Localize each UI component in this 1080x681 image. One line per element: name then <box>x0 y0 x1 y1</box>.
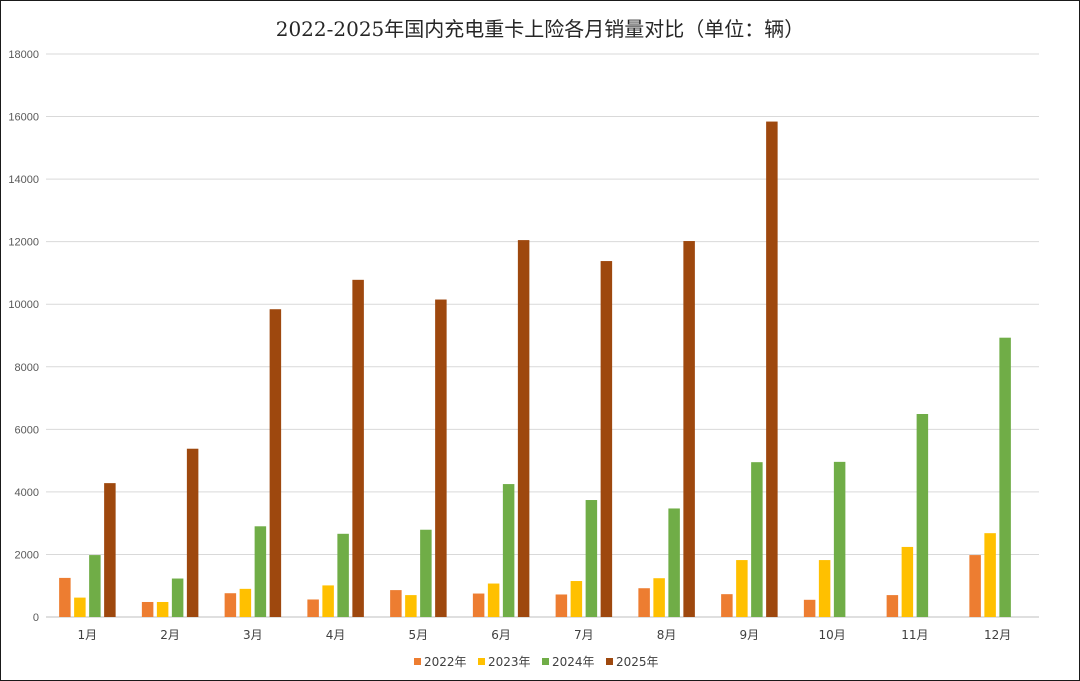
legend: 2022年 2023年 2024年 2025年 <box>414 655 659 669</box>
bar-2023年-3月 <box>239 588 252 617</box>
x-category-label: 11月 <box>901 628 928 642</box>
bar-2025年-9月 <box>766 121 778 617</box>
bar-2022年-8月 <box>638 588 650 617</box>
legend-item: 2023年 <box>478 655 531 669</box>
bars <box>59 121 1011 617</box>
x-category-label: 7月 <box>574 628 594 642</box>
bar-2025年-2月 <box>186 448 199 617</box>
bar-2022年-10月 <box>803 599 816 617</box>
bar-2022年-7月 <box>555 594 568 617</box>
bar-2025年-4月 <box>352 279 364 617</box>
y-tick-label: 10000 <box>8 299 39 311</box>
legend-item: 2024年 <box>542 655 595 669</box>
y-tick-label: 0 <box>33 612 39 624</box>
y-axis-tick-labels: 0 2000 4000 6000 8000 10000 12000 14000 16000 180… <box>8 49 39 624</box>
y-tick-label: 2000 <box>15 549 39 561</box>
bar-2024年-7月 <box>585 500 598 617</box>
bar-2024年-12月 <box>999 337 1011 617</box>
bar-2023年-5月 <box>405 595 417 617</box>
bar-2025年-8月 <box>683 241 695 617</box>
bar-2025年-6月 <box>517 240 530 617</box>
bar-2023年-11月 <box>901 546 914 617</box>
bar-2023年-4月 <box>322 585 334 617</box>
x-category-label: 8月 <box>657 628 677 642</box>
bar-2022年-2月 <box>141 601 154 617</box>
x-category-label: 2月 <box>160 628 180 642</box>
bar-2022年-3月 <box>224 593 237 617</box>
gridlines <box>46 53 1039 618</box>
bar-2022年-6月 <box>472 593 485 617</box>
bar-2024年-4月 <box>337 533 349 617</box>
bar-2024年-2月 <box>171 578 184 617</box>
chart-title: 2022-2025年国内充电重卡上险各月销量对比（单位：辆） <box>276 17 805 41</box>
bar-2024年-8月 <box>668 508 680 617</box>
bar-2024年-10月 <box>833 461 846 617</box>
bar-2025年-7月 <box>600 261 613 617</box>
bar-2023年-10月 <box>818 560 831 617</box>
legend-swatch <box>606 658 613 665</box>
bar-2024年-3月 <box>254 526 267 617</box>
y-tick-label: 6000 <box>15 424 39 436</box>
bar-2022年-4月 <box>307 599 319 617</box>
bar-2023年-7月 <box>570 581 583 617</box>
y-tick-label: 18000 <box>8 49 39 61</box>
bar-2022年-1月 <box>59 577 71 617</box>
bar-2024年-11月 <box>916 414 929 617</box>
legend-swatch <box>478 658 485 665</box>
legend-label: 2024年 <box>552 655 595 669</box>
x-category-label: 1月 <box>78 628 98 642</box>
y-tick-label: 12000 <box>8 237 39 249</box>
bar-2022年-11月 <box>886 595 899 617</box>
legend-label: 2023年 <box>488 655 531 669</box>
x-category-label: 9月 <box>740 628 760 642</box>
x-category-label: 10月 <box>818 628 845 642</box>
bar-2023年-8月 <box>653 578 665 617</box>
x-category-label: 4月 <box>326 628 346 642</box>
legend-item: 2022年 <box>414 655 467 669</box>
legend-label: 2022年 <box>424 655 467 669</box>
bar-2025年-1月 <box>104 483 116 617</box>
y-tick-label: 4000 <box>15 487 39 499</box>
bar-2024年-9月 <box>751 462 763 617</box>
legend-swatch <box>414 658 421 665</box>
x-category-label: 12月 <box>984 628 1011 642</box>
y-tick-label: 14000 <box>8 174 39 186</box>
bar-2024年-6月 <box>502 484 515 617</box>
bar-2023年-6月 <box>487 583 500 617</box>
x-axis-category-labels: 1月 2月 3月 4月 5月 6月 7月 8月 9月 10月 11月 12月 <box>78 628 1012 642</box>
legend-item: 2025年 <box>606 655 659 669</box>
x-category-label: 6月 <box>491 628 511 642</box>
bar-2022年-12月 <box>969 555 981 617</box>
bar-2023年-12月 <box>984 533 996 617</box>
bar-2024年-5月 <box>420 529 432 617</box>
x-category-label: 3月 <box>243 628 263 642</box>
bar-2024年-1月 <box>89 555 101 617</box>
legend-label: 2025年 <box>616 655 659 669</box>
x-category-label: 5月 <box>409 628 429 642</box>
bar-2025年-5月 <box>435 299 447 617</box>
bar-2025年-3月 <box>269 309 282 617</box>
bar-2023年-2月 <box>156 601 169 617</box>
bar-2022年-9月 <box>721 594 733 617</box>
y-tick-label: 8000 <box>15 362 39 374</box>
bar-2023年-9月 <box>736 560 748 617</box>
bar-2023年-1月 <box>74 597 86 617</box>
bar-2022年-5月 <box>390 590 402 617</box>
y-tick-label: 16000 <box>8 112 39 124</box>
legend-swatch <box>542 658 549 665</box>
